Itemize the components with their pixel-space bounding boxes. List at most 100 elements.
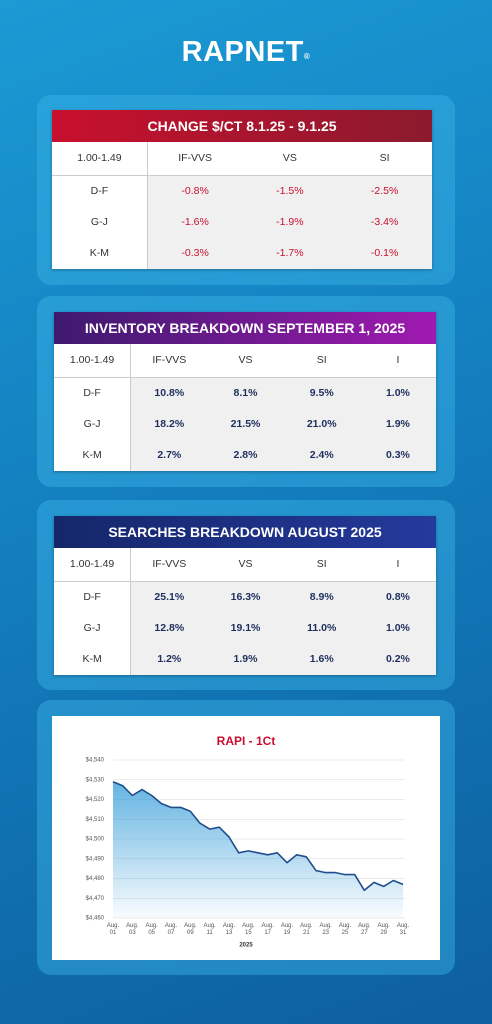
- table-cell: -0.3%: [147, 238, 243, 269]
- table-cell: -0.1%: [337, 238, 432, 269]
- table: INVENTORY BREAKDOWN SEPTEMBER 1, 2025 1.0…: [54, 312, 437, 471]
- table-row: K-M 1.2% 1.9% 1.6% 0.2%: [54, 644, 437, 675]
- table-cell: 18.2%: [131, 409, 208, 440]
- x-tick-label: Aug. 21: [300, 923, 313, 936]
- chart: RAPI - 1Ct 2025 $4,460 $4,470 $4,480 $4,490…: [52, 716, 440, 960]
- y-tick-label: $4,470: [86, 896, 105, 902]
- y-tick-label: $4,530: [86, 777, 105, 783]
- table-row: D-F 10.8% 8.1% 9.5% 1.0%: [54, 378, 437, 409]
- table-cell: G-J: [54, 613, 132, 644]
- table-cell: -2.5%: [337, 176, 432, 207]
- header-cell: SI: [316, 354, 327, 366]
- header-cell: VS: [238, 354, 253, 366]
- table-cell: 1.0%: [359, 613, 437, 644]
- table-cell: -1.9%: [242, 207, 338, 238]
- table-cell: 1.0%: [359, 378, 437, 409]
- table-cell: K-M: [54, 644, 132, 675]
- header-cell: 1.00-1.49: [52, 142, 148, 175]
- header-cell: 1.00-1.49: [54, 344, 132, 377]
- table-cell: 10.8%: [131, 378, 208, 409]
- table: SEARCHES BREAKDOWN AUGUST 2025 1.00-1.49 I…: [54, 516, 437, 675]
- y-tick-label: $4,510: [86, 817, 105, 823]
- table-cell: D-F: [54, 378, 132, 409]
- table-row: D-F -0.8% -1.5% -2.5%: [52, 176, 432, 207]
- x-tick-label: Aug. 17: [261, 923, 274, 936]
- table-cell: 19.1%: [207, 613, 284, 644]
- x-tick-label: Aug. 19: [280, 923, 294, 936]
- table-cell: 1.9%: [359, 409, 437, 440]
- x-tick-label: Aug. 13: [222, 923, 236, 936]
- y-tick-label: $4,520: [86, 797, 105, 803]
- header-row: 1.00-1.49 IF-VVS VS SI I: [54, 344, 436, 378]
- y-tick-label: $4,490: [86, 856, 105, 862]
- brand-mark: ®: [303, 52, 311, 61]
- header-cell: I: [396, 354, 400, 366]
- y-tick-label: $4,460: [86, 916, 105, 922]
- table-row: G-J 18.2% 21.5% 21.0% 1.9%: [54, 409, 437, 440]
- table-row: G-J 12.8% 19.1% 11.0% 1.0%: [54, 613, 437, 644]
- table-cell: -1.5%: [242, 176, 338, 207]
- table-cell: 21.0%: [283, 409, 360, 440]
- x-tick-label: Aug. 09: [184, 923, 197, 936]
- x-tick-label: Aug. 01: [106, 923, 120, 936]
- table-cell: 16.3%: [207, 582, 284, 613]
- chart-title: RAPI - 1Ct: [217, 734, 276, 748]
- table-row: G-J -1.6% -1.9% -3.4%: [52, 207, 432, 238]
- table-row: D-F 25.1% 16.3% 8.9% 0.8%: [54, 582, 437, 613]
- table-cell: 11.0%: [283, 613, 360, 644]
- table-cell: 0.3%: [359, 440, 437, 471]
- table-title: SEARCHES BREAKDOWN AUGUST 2025: [54, 516, 436, 548]
- chart-svg: RAPI - 1Ct 2025 $4,460 $4,470 $4,480 $4,490…: [86, 734, 405, 949]
- header-row: 1.00-1.49 IF-VVS VS SI I: [54, 548, 436, 582]
- x-tick-label: Aug. 29: [377, 923, 390, 936]
- header-cell: 1.00-1.49: [54, 548, 132, 581]
- table-cell: K-M: [54, 440, 132, 471]
- table-cell: -1.6%: [147, 207, 243, 238]
- x-tick-label: Aug. 31: [396, 923, 410, 936]
- x-tick-label: Aug. 03: [126, 923, 139, 936]
- table-cell: 8.9%: [283, 582, 360, 613]
- header-cell: I: [396, 558, 400, 570]
- table-cell: 2.8%: [207, 440, 284, 471]
- header-cell: IF-VVS: [152, 558, 187, 570]
- x-tick-label: Aug. 27: [358, 923, 371, 936]
- header-cell: IF-VVS: [178, 152, 213, 164]
- table-cell: G-J: [54, 409, 132, 440]
- table-cell: G-J: [52, 207, 148, 238]
- x-axis-label: 2025: [239, 943, 253, 949]
- table-row: K-M -0.3% -1.7% -0.1%: [52, 238, 432, 269]
- table-cell: 1.6%: [283, 644, 360, 675]
- x-tick-label: Aug. 11: [203, 923, 216, 936]
- table-cell: D-F: [54, 582, 132, 613]
- table-cell: K-M: [52, 238, 148, 269]
- table-cell: -3.4%: [337, 207, 432, 238]
- table-cell: 0.2%: [359, 644, 437, 675]
- table-cell: 2.4%: [283, 440, 360, 471]
- y-tick-label: $4,540: [86, 758, 105, 764]
- table-cell: 25.1%: [131, 582, 208, 613]
- x-tick-label: Aug. 15: [242, 923, 255, 936]
- x-tick-label: Aug. 05: [145, 923, 158, 936]
- table-cell: -0.8%: [147, 176, 243, 207]
- table-cell: 2.7%: [131, 440, 208, 471]
- x-tick-label: Aug. 23: [319, 923, 332, 936]
- header-row: 1.00-1.49 IF-VVS VS SI: [52, 142, 432, 176]
- table-cell: 8.1%: [207, 378, 284, 409]
- table-title: CHANGE $/CT 8.1.25 - 9.1.25: [52, 110, 432, 142]
- x-tick-label: Aug. 07: [164, 923, 178, 936]
- header-cell: SI: [379, 152, 390, 164]
- table-cell: D-F: [52, 176, 148, 207]
- table-row: K-M 2.7% 2.8% 2.4% 0.3%: [54, 440, 437, 471]
- table-cell: 0.8%: [359, 582, 437, 613]
- header-cell: IF-VVS: [152, 354, 187, 366]
- brand: RAPNET: [181, 36, 304, 68]
- y-tick-label: $4,500: [86, 837, 105, 843]
- table-cell: 12.8%: [131, 613, 208, 644]
- header-cell: VS: [238, 558, 253, 570]
- header-cell: VS: [282, 152, 297, 164]
- table-cell: 1.2%: [131, 644, 208, 675]
- table-cell: 21.5%: [207, 409, 284, 440]
- y-tick-label: $4,480: [86, 876, 105, 882]
- x-tick-label: Aug. 25: [338, 923, 352, 936]
